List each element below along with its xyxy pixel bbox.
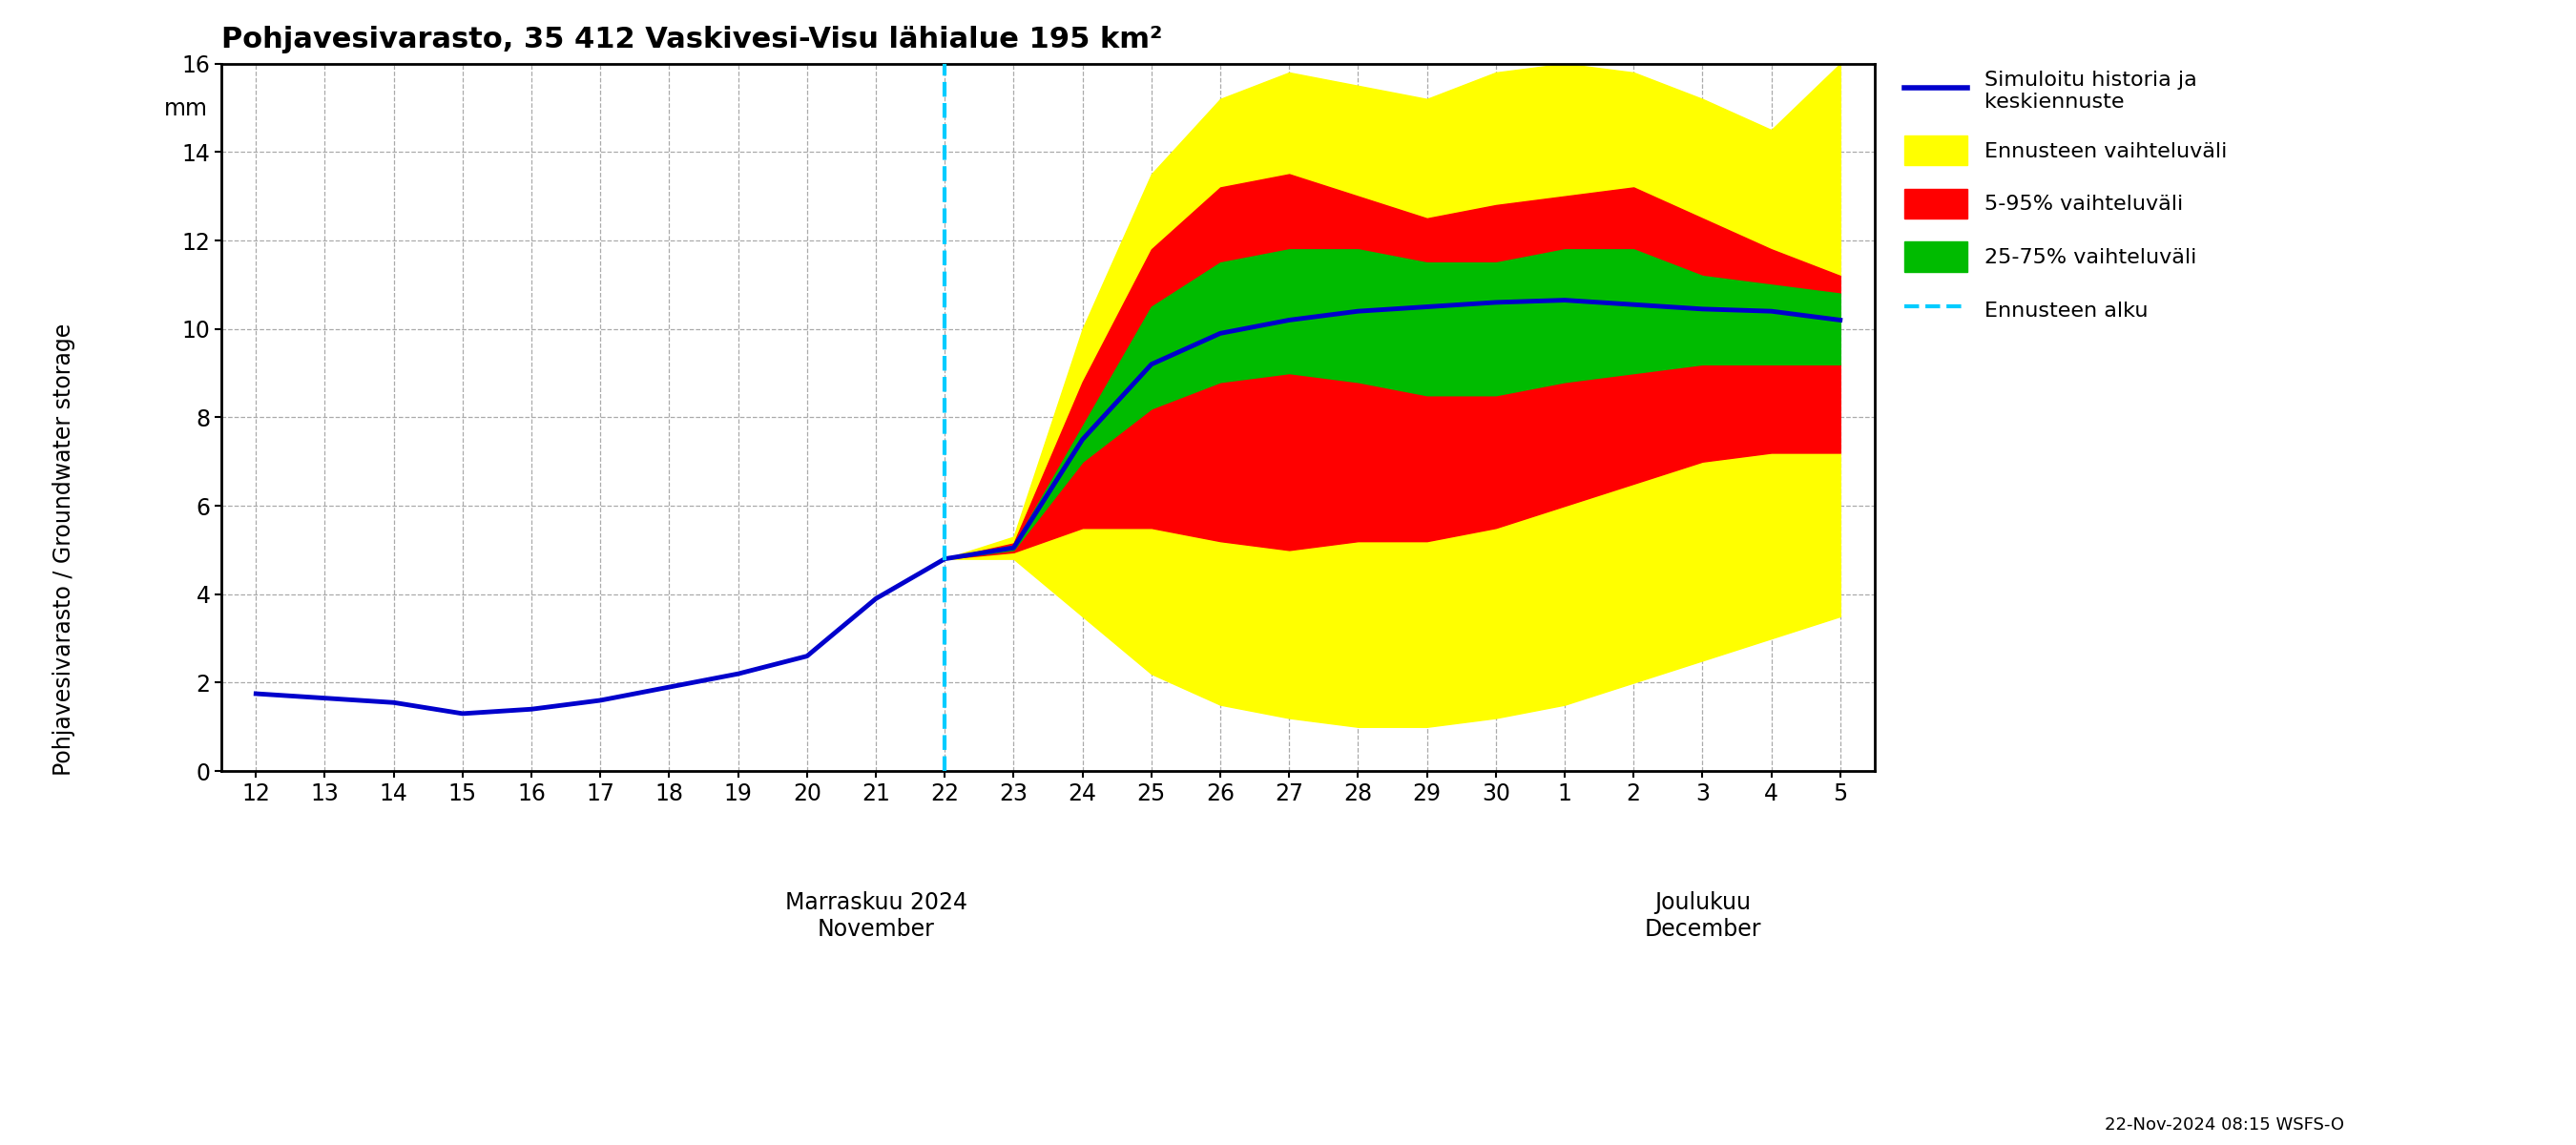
Text: Marraskuu 2024
November: Marraskuu 2024 November: [786, 891, 966, 941]
Legend: Simuloitu historia ja
keskiennuste, Ennusteen vaihteluväli, 5-95% vaihteluväli, : Simuloitu historia ja keskiennuste, Ennu…: [1893, 60, 2239, 335]
Text: 22-Nov-2024 08:15 WSFS-O: 22-Nov-2024 08:15 WSFS-O: [2105, 1116, 2344, 1134]
Text: Pohjavesivarasto, 35 412 Vaskivesi-Visu lähialue 195 km²: Pohjavesivarasto, 35 412 Vaskivesi-Visu …: [222, 25, 1162, 54]
Text: mm: mm: [162, 97, 209, 120]
Text: Pohjavesivarasto / Groundwater storage: Pohjavesivarasto / Groundwater storage: [54, 323, 75, 776]
Text: Joulukuu
December: Joulukuu December: [1643, 891, 1762, 941]
